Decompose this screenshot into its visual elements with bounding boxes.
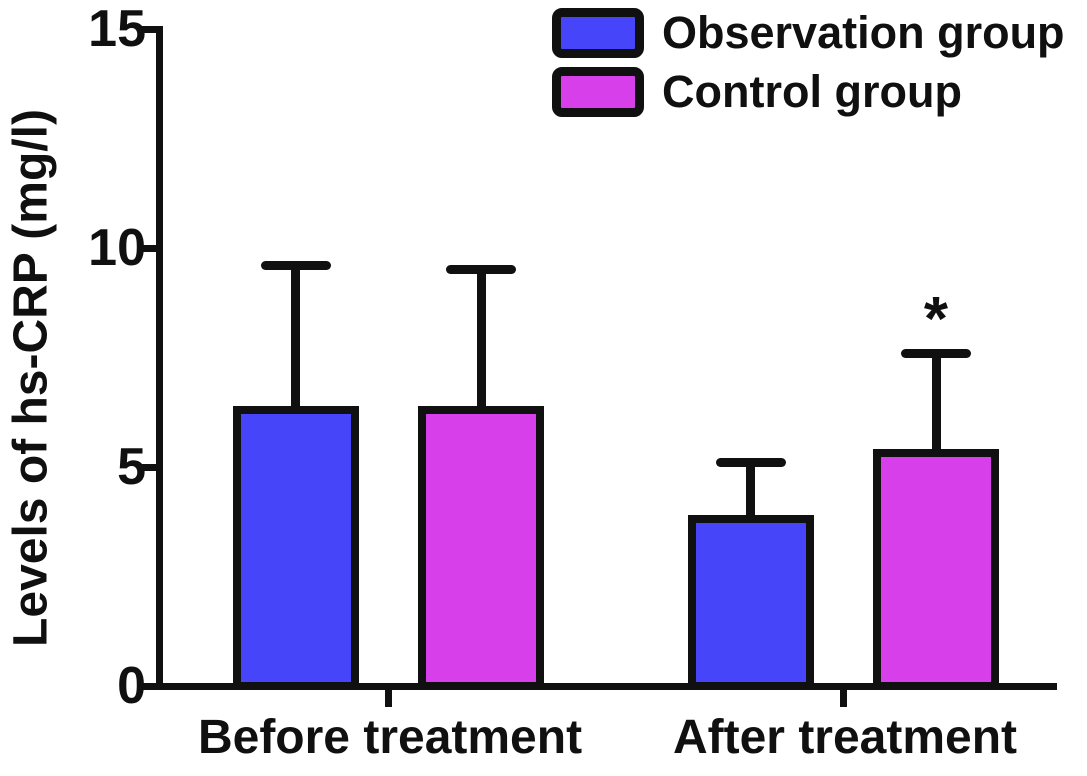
legend-item-observation-group: Observation group: [552, 8, 1065, 58]
error-bar-stem: [476, 269, 486, 420]
legend-label-control-group: Control group: [662, 66, 962, 117]
legend-label-observation-group: Observation group: [662, 7, 1065, 58]
legend-swatch-control-group: [552, 67, 644, 117]
y-axis-line: [156, 26, 163, 690]
y-axis-tick: [138, 682, 157, 690]
error-bar-cap: [260, 261, 331, 271]
error-bar-stem: [746, 462, 755, 530]
legend: Observation group Control group: [552, 8, 1065, 126]
y-axis-tick: [138, 244, 157, 252]
y-tick-label: 0: [117, 657, 146, 715]
y-tick-label: 15: [88, 0, 146, 58]
error-bar-cap: [715, 458, 786, 468]
y-tick-label: 5: [117, 438, 146, 496]
error-bar-cap: [446, 265, 516, 275]
x-axis-tick: [839, 690, 847, 707]
legend-item-control-group: Control group: [552, 67, 1065, 117]
y-tick-label: 10: [88, 219, 146, 277]
x-category-label-before-treatment: Before treatment: [197, 711, 583, 764]
x-axis-tick: [384, 690, 392, 707]
bar-control-group-2: [873, 449, 999, 690]
x-category-label-after-treatment: After treatment: [672, 711, 1018, 764]
significance-asterisk: *: [923, 285, 949, 355]
error-bar-cap: [901, 348, 971, 358]
bar-observation-group-2: [687, 515, 814, 690]
x-axis-line: [156, 683, 1057, 690]
bar-control-group-1: [418, 405, 544, 690]
error-bar-stem: [291, 265, 300, 420]
error-bar-stem: [931, 353, 941, 464]
y-axis-tick: [138, 25, 157, 33]
bar-observation-group-1: [232, 405, 359, 690]
y-axis-tick: [138, 463, 157, 471]
legend-swatch-observation-group: [552, 8, 644, 58]
y-axis-title: Levels of hs-CRP (mg/l): [4, 109, 58, 647]
